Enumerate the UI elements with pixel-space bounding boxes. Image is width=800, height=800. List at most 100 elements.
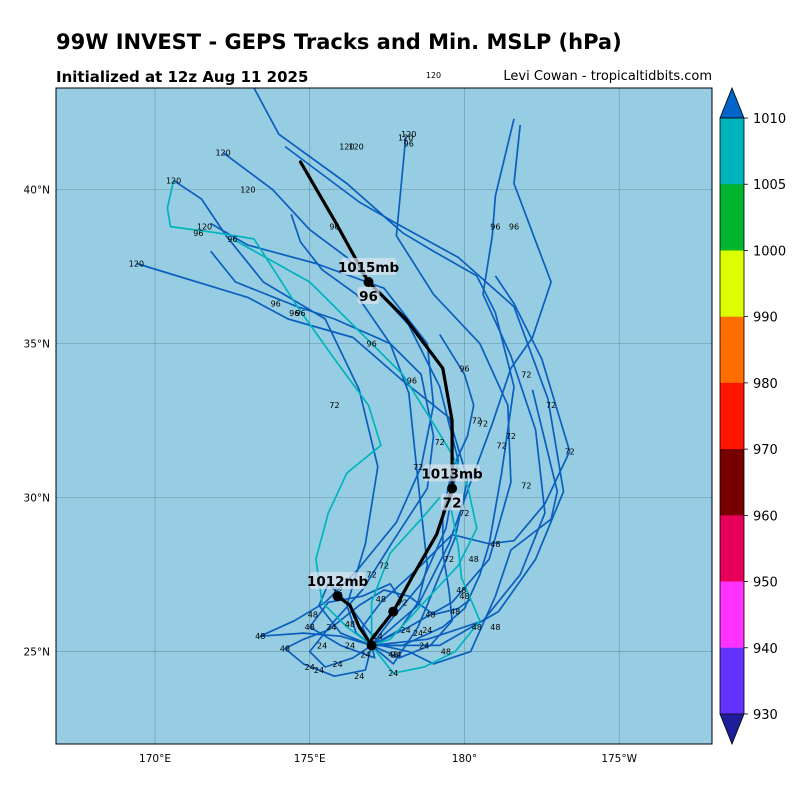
member-track (173, 179, 379, 647)
lat-tick-label: 40°N (24, 185, 50, 197)
hour-label: 24 (317, 641, 327, 650)
colorbar-label: 940 (753, 642, 778, 657)
hour-label: 120 (426, 71, 441, 80)
lon-tick-label: 175°E (294, 753, 326, 765)
colorbar-segment (720, 449, 744, 516)
hour-label: 24 (314, 666, 324, 675)
map-axes: 40°N 35°N 30°N 25°N 170°E 175°E 180° 175°W (24, 185, 638, 765)
member-hour-label: 96 (407, 377, 417, 386)
hour-label: 24 (373, 632, 383, 641)
lat-tick-label: 35°N (24, 339, 50, 351)
colorbar-segment (720, 316, 744, 384)
member-hour-label: 72 (329, 401, 339, 410)
hour-label: 24 (422, 626, 432, 635)
map-frame (55, 87, 713, 745)
hour-label: 24 (354, 672, 364, 681)
member-hour-label: 72 (435, 438, 445, 447)
hour-label: 24 (419, 641, 429, 650)
hour-label: 48 (472, 623, 482, 632)
hour-label: 72 (332, 586, 342, 595)
colorbar-top-arrow (719, 86, 745, 119)
member-hour-label: 120 (215, 149, 230, 158)
member-hour-label: 120 (339, 143, 354, 152)
mslp-label-box (309, 572, 366, 590)
hour-label: 24 (332, 660, 342, 669)
member-hour-label: 24 (305, 663, 315, 672)
hour-label: 24 (345, 641, 355, 650)
member-hour-label: 120 (166, 176, 181, 185)
colorbar-label: 970 (753, 443, 778, 458)
member-hour-label: 72 (472, 417, 482, 426)
member-hour-label: 72 (413, 463, 423, 472)
member-hour-label: 96 (404, 139, 414, 148)
hour-label: 48 (345, 620, 355, 629)
member-track (253, 88, 515, 647)
lon-tick-label: 180° (452, 753, 477, 765)
mslp-label: 1015mb (338, 260, 400, 276)
hour-label: 24 (401, 626, 411, 635)
member-hour-label: 96 (227, 235, 237, 244)
member-hour-label: 120 (398, 133, 413, 142)
mean-track-marker (366, 640, 377, 651)
hour-label: 72 (496, 441, 506, 450)
page-title: 99W INVEST - GEPS Tracks and Min. MSLP (… (56, 30, 622, 54)
credit-text: Levi Cowan - tropicaltidbits.com (503, 69, 712, 84)
hour-label: 48 (376, 595, 386, 604)
hour-label-box (357, 287, 380, 305)
colorbar-segment (720, 118, 744, 185)
member-track (361, 275, 571, 646)
colorbar-segment (720, 515, 744, 583)
member-track (210, 250, 435, 668)
member-track (371, 118, 546, 647)
member-hour-label: 72 (397, 598, 407, 607)
colorbar-segment (720, 382, 744, 450)
member-track (370, 497, 481, 675)
colorbar-label: 990 (753, 311, 778, 326)
mean-track-marker (332, 591, 343, 602)
hour-label: 120 (401, 130, 416, 139)
colorbar-label: 1005 (753, 178, 786, 193)
lon-tick-label: 175°W (601, 753, 637, 765)
member-hour-label: 48 (305, 623, 315, 632)
member-hour-label: 96 (490, 223, 500, 232)
member-hour-label: 72 (367, 571, 377, 580)
hour-label: 48 (441, 648, 451, 657)
member-hour-label: 120 (240, 186, 255, 195)
colorbar-bottom-arrow (719, 713, 745, 746)
hour-label: 120 (349, 143, 364, 152)
hour-label: 48 (469, 555, 479, 564)
mean-hour-label: 96 (359, 289, 378, 305)
colorbar-label: 960 (753, 509, 778, 524)
member-track (370, 497, 441, 646)
member-hour-label: 96 (329, 223, 339, 232)
colorbar-segment (720, 184, 744, 251)
hour-label: 24 (326, 623, 336, 632)
member-hour-label: 120 (197, 223, 212, 232)
colorbar-label: 950 (753, 576, 778, 591)
member-hour-label: 72 (546, 401, 556, 410)
hour-label: 96 (289, 309, 299, 318)
member-hour-label: 72 (521, 481, 531, 490)
member-hour-label: 72 (565, 447, 575, 456)
member-hour-label: 96 (367, 340, 377, 349)
mslp-label-box (424, 464, 480, 482)
member-track (284, 589, 472, 678)
hour-label: 72 (379, 561, 389, 570)
mean-track-line (298, 160, 454, 647)
mslp-label: 1013mb (421, 466, 483, 482)
member-hour-label: 48 (490, 540, 500, 549)
hour-label: 72 (478, 420, 488, 429)
member-track (210, 222, 435, 647)
member-hour-label: 24 (388, 669, 398, 678)
hour-label: 24 (413, 629, 423, 638)
member-track (290, 214, 429, 647)
colorbar-label: 1000 (753, 244, 786, 259)
member-hour-label: 72 (444, 555, 454, 564)
mean-track-marker (363, 277, 374, 288)
member-hour-label: 48 (280, 645, 290, 654)
member-hour-label: 48 (255, 632, 265, 641)
member-hour-label: 96 (271, 300, 281, 309)
hour-label: 48 (308, 611, 318, 620)
